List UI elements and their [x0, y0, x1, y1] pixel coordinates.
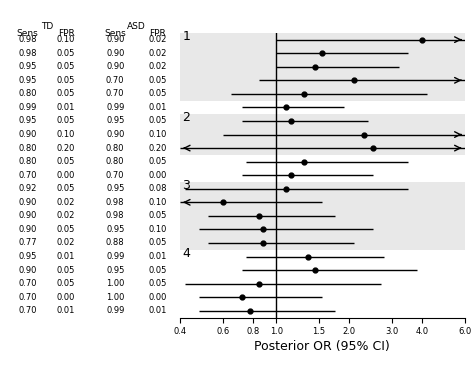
Text: 0.90: 0.90 [106, 130, 124, 139]
Text: 0.20: 0.20 [148, 143, 166, 153]
Text: 0.90: 0.90 [18, 130, 36, 139]
Text: 0.05: 0.05 [148, 76, 166, 85]
Text: 0.02: 0.02 [148, 62, 166, 71]
Text: 0.05: 0.05 [148, 211, 166, 220]
Text: 0.95: 0.95 [18, 76, 36, 85]
Text: 0.95: 0.95 [106, 184, 124, 193]
Text: 0.05: 0.05 [57, 62, 75, 71]
Text: 0.90: 0.90 [18, 198, 36, 207]
Text: 0.01: 0.01 [148, 306, 166, 315]
Text: 0.10: 0.10 [148, 130, 166, 139]
Text: 0.01: 0.01 [57, 252, 75, 261]
Text: 0.95: 0.95 [106, 225, 124, 234]
Text: 0.10: 0.10 [57, 130, 75, 139]
Text: 0.98: 0.98 [106, 211, 125, 220]
Text: 0.98: 0.98 [18, 35, 37, 44]
Text: 0.05: 0.05 [57, 116, 75, 126]
Text: 0.20: 0.20 [57, 143, 75, 153]
Text: 0.90: 0.90 [18, 266, 36, 274]
Text: 0.02: 0.02 [57, 238, 75, 247]
Text: 0.70: 0.70 [18, 279, 37, 288]
Text: FPR: FPR [149, 28, 166, 38]
Text: 0.99: 0.99 [106, 306, 124, 315]
Text: 0.70: 0.70 [106, 76, 125, 85]
Text: 0.70: 0.70 [106, 171, 125, 180]
Text: 0.80: 0.80 [18, 89, 37, 98]
Text: 0.05: 0.05 [57, 225, 75, 234]
Text: 0.00: 0.00 [148, 171, 166, 180]
Text: 0.90: 0.90 [18, 225, 36, 234]
Text: 0.00: 0.00 [57, 293, 75, 302]
Text: 0.08: 0.08 [148, 184, 166, 193]
Text: 1: 1 [182, 30, 190, 43]
Text: 0.02: 0.02 [57, 211, 75, 220]
Text: 0.90: 0.90 [106, 49, 124, 58]
Text: 0.98: 0.98 [106, 198, 125, 207]
Text: 0.10: 0.10 [57, 35, 75, 44]
Text: 0.02: 0.02 [57, 198, 75, 207]
Text: Sens: Sens [17, 28, 38, 38]
Text: 0.05: 0.05 [148, 89, 166, 98]
Text: 0.99: 0.99 [18, 103, 36, 112]
Text: 0.02: 0.02 [148, 35, 166, 44]
Text: 0.90: 0.90 [18, 211, 36, 220]
Text: 0.05: 0.05 [57, 157, 75, 166]
Bar [180, 182, 465, 250]
Text: 1.00: 1.00 [106, 293, 124, 302]
Text: 0.70: 0.70 [106, 89, 125, 98]
Text: 0.92: 0.92 [18, 184, 36, 193]
Text: 0.00: 0.00 [57, 171, 75, 180]
Text: 0.77: 0.77 [18, 238, 37, 247]
Text: 0.88: 0.88 [106, 238, 125, 247]
Text: 3: 3 [182, 179, 190, 192]
Text: 0.05: 0.05 [57, 89, 75, 98]
Text: 0.95: 0.95 [18, 116, 36, 126]
Text: 1.00: 1.00 [106, 279, 124, 288]
Text: 0.90: 0.90 [106, 35, 124, 44]
Text: 0.05: 0.05 [148, 279, 166, 288]
Text: 0.05: 0.05 [57, 76, 75, 85]
Text: 0.05: 0.05 [57, 266, 75, 274]
Text: TD: TD [41, 22, 53, 31]
Text: 0.90: 0.90 [106, 62, 124, 71]
Text: ASD: ASD [127, 22, 146, 31]
Text: 0.80: 0.80 [18, 157, 37, 166]
Text: 4: 4 [182, 247, 190, 260]
Text: 0.01: 0.01 [57, 306, 75, 315]
Text: 0.70: 0.70 [18, 306, 37, 315]
Text: 0.70: 0.70 [18, 293, 37, 302]
Text: 0.10: 0.10 [148, 198, 166, 207]
Text: 0.05: 0.05 [148, 238, 166, 247]
Text: 0.05: 0.05 [57, 49, 75, 58]
Text: 0.99: 0.99 [106, 103, 124, 112]
Text: 0.05: 0.05 [148, 157, 166, 166]
Text: 0.80: 0.80 [106, 143, 125, 153]
Text: 0.10: 0.10 [148, 225, 166, 234]
Bar [180, 114, 465, 155]
Text: 0.80: 0.80 [18, 143, 37, 153]
Text: 0.80: 0.80 [106, 157, 125, 166]
Text: 0.05: 0.05 [148, 266, 166, 274]
X-axis label: Posterior OR (95% CI): Posterior OR (95% CI) [255, 341, 390, 353]
Text: 0.05: 0.05 [148, 116, 166, 126]
Text: 0.95: 0.95 [106, 116, 124, 126]
Text: 0.95: 0.95 [106, 266, 124, 274]
Text: 0.70: 0.70 [18, 171, 37, 180]
Bar [180, 33, 465, 101]
Text: 0.02: 0.02 [148, 49, 166, 58]
Text: FPR: FPR [58, 28, 74, 38]
Text: 0.95: 0.95 [18, 252, 36, 261]
Text: Sens: Sens [104, 28, 126, 38]
Text: 0.01: 0.01 [148, 252, 166, 261]
Text: 0.01: 0.01 [148, 103, 166, 112]
Text: 0.05: 0.05 [57, 279, 75, 288]
Text: 0.95: 0.95 [18, 62, 36, 71]
Text: 0.99: 0.99 [106, 252, 124, 261]
Text: 0.01: 0.01 [57, 103, 75, 112]
Text: 2: 2 [182, 111, 190, 124]
Text: 0.00: 0.00 [148, 293, 166, 302]
Text: 0.98: 0.98 [18, 49, 37, 58]
Text: 0.05: 0.05 [57, 184, 75, 193]
